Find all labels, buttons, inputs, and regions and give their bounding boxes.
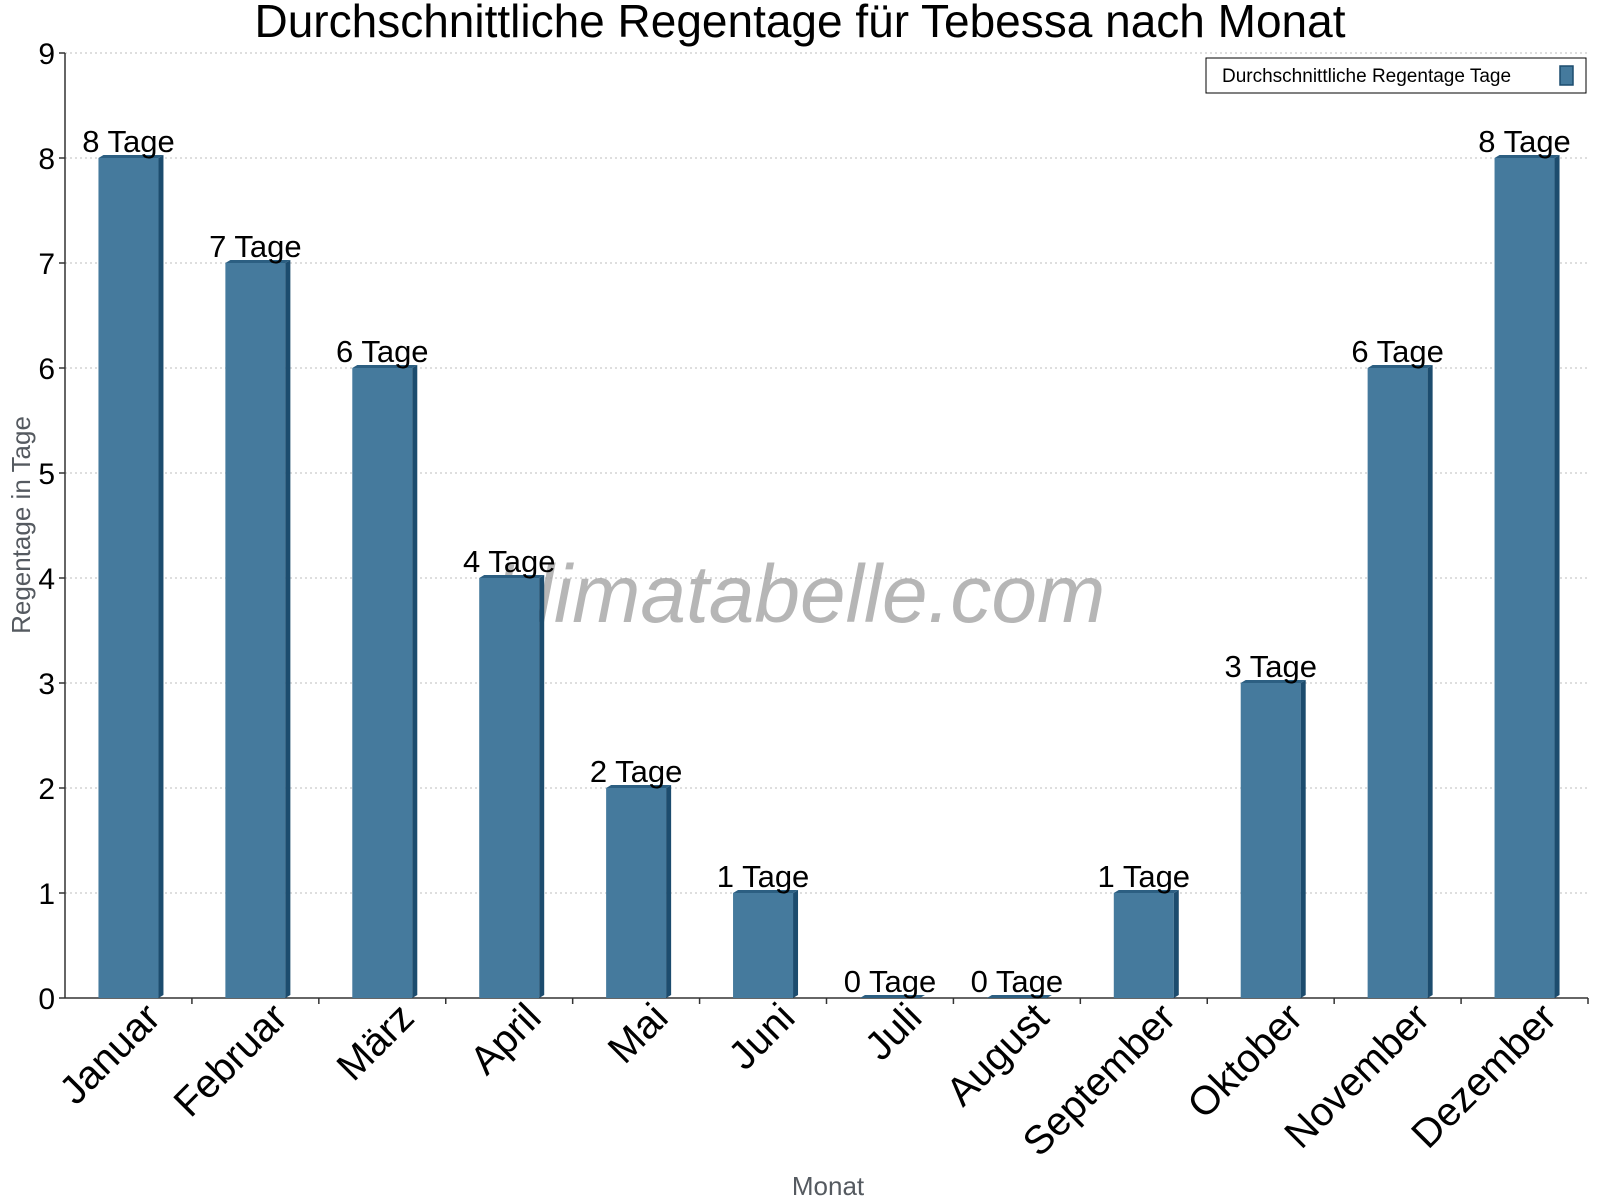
bar-top bbox=[352, 365, 418, 368]
bar-side bbox=[793, 890, 799, 998]
bars bbox=[98, 155, 1560, 998]
bar bbox=[352, 365, 418, 998]
data-label: 1 Tage bbox=[1098, 859, 1191, 894]
bar bbox=[859, 995, 925, 998]
bar-side bbox=[412, 365, 418, 998]
bar-side bbox=[158, 155, 164, 998]
x-tick-label: August bbox=[938, 995, 1057, 1114]
bar-side bbox=[1427, 365, 1433, 998]
bar bbox=[733, 890, 799, 998]
bar-front bbox=[98, 158, 159, 998]
bar-side bbox=[285, 260, 291, 998]
data-label: 4 Tage bbox=[463, 544, 556, 579]
y-tick-label: 0 bbox=[38, 983, 55, 1016]
x-tick-label: Juni bbox=[720, 995, 803, 1078]
y-tick-label: 2 bbox=[38, 773, 55, 806]
data-label: 3 Tage bbox=[1224, 649, 1317, 684]
x-tick-label: April bbox=[462, 995, 550, 1083]
data-label: 8 Tage bbox=[82, 124, 175, 159]
y-tick-label: 3 bbox=[38, 668, 55, 701]
y-tick-label: 9 bbox=[38, 38, 55, 71]
data-label: 6 Tage bbox=[1351, 334, 1444, 369]
legend-label: Durchschnittliche Regentage Tage bbox=[1222, 66, 1511, 87]
bar-side bbox=[666, 785, 672, 998]
y-tick-labels: 0 1 2 3 4 5 6 7 8 9 bbox=[38, 38, 55, 1016]
legend: Durchschnittliche Regentage Tage bbox=[1205, 57, 1587, 94]
x-tick-label: Februar bbox=[166, 995, 296, 1125]
bar-top bbox=[733, 890, 799, 893]
y-tick-label: 7 bbox=[38, 248, 55, 281]
data-label: 6 Tage bbox=[336, 334, 429, 369]
legend-swatch bbox=[1559, 65, 1574, 86]
bar bbox=[1240, 680, 1306, 998]
bar-top bbox=[98, 155, 164, 158]
bar-side bbox=[1300, 680, 1306, 998]
bar-top bbox=[1494, 155, 1560, 158]
bar bbox=[1113, 890, 1179, 998]
bar-front bbox=[1240, 683, 1301, 998]
data-label: 0 Tage bbox=[844, 964, 937, 999]
y-tick-label: 4 bbox=[38, 563, 55, 596]
bar-top bbox=[1240, 680, 1306, 683]
bar bbox=[98, 155, 164, 998]
bar-front bbox=[479, 578, 540, 998]
data-label: 0 Tage bbox=[971, 964, 1064, 999]
x-tick-label: Oktober bbox=[1179, 995, 1311, 1127]
bar-front bbox=[1367, 368, 1428, 998]
x-tick-label: März bbox=[329, 995, 423, 1089]
bar-front bbox=[733, 893, 794, 998]
y-tick-label: 1 bbox=[38, 878, 55, 911]
bar-side bbox=[1173, 890, 1179, 998]
data-label: 2 Tage bbox=[590, 754, 683, 789]
bar bbox=[1494, 155, 1560, 998]
bar-front bbox=[1494, 158, 1555, 998]
grid-lines bbox=[65, 52, 1588, 894]
bar-top bbox=[1113, 890, 1179, 893]
bar-front bbox=[352, 368, 413, 998]
y-axis-title: Regentage in Tage bbox=[6, 416, 36, 634]
y-tick-label: 8 bbox=[38, 143, 55, 176]
bar-top bbox=[986, 995, 1052, 998]
bar-side bbox=[539, 575, 545, 998]
x-tick-label: Juli bbox=[857, 995, 931, 1069]
legend-box bbox=[1205, 57, 1587, 94]
x-axis-title: Monat bbox=[792, 1171, 865, 1200]
bar-top bbox=[606, 785, 672, 788]
bar-front bbox=[1113, 893, 1174, 998]
bar-front bbox=[606, 788, 667, 998]
bar-side bbox=[1554, 155, 1560, 998]
y-tick-label: 5 bbox=[38, 458, 55, 491]
bar bbox=[986, 995, 1052, 998]
chart-title: Durchschnittliche Regentage für Tebessa … bbox=[254, 0, 1345, 47]
data-label: 8 Tage bbox=[1478, 124, 1571, 159]
y-tick-label: 6 bbox=[38, 353, 55, 386]
x-tick-label: Mai bbox=[600, 995, 677, 1072]
bar-top bbox=[859, 995, 925, 998]
watermark: klimatabelle.com bbox=[495, 549, 1106, 640]
bar bbox=[225, 260, 291, 998]
bar-top bbox=[225, 260, 291, 263]
bar bbox=[1367, 365, 1433, 998]
bar bbox=[479, 575, 545, 998]
data-labels: 8 Tage 7 Tage 6 Tage 4 Tage 2 Tage 1 Tage 0 Ta… bbox=[82, 124, 1571, 999]
axes bbox=[59, 52, 1589, 1004]
bar-top bbox=[479, 575, 545, 578]
bar-front bbox=[225, 263, 286, 998]
data-label: 1 Tage bbox=[717, 859, 810, 894]
bar bbox=[606, 785, 672, 998]
x-tick-label: Januar bbox=[51, 995, 169, 1113]
data-label: 7 Tage bbox=[209, 229, 302, 264]
bar-top bbox=[1367, 365, 1433, 368]
